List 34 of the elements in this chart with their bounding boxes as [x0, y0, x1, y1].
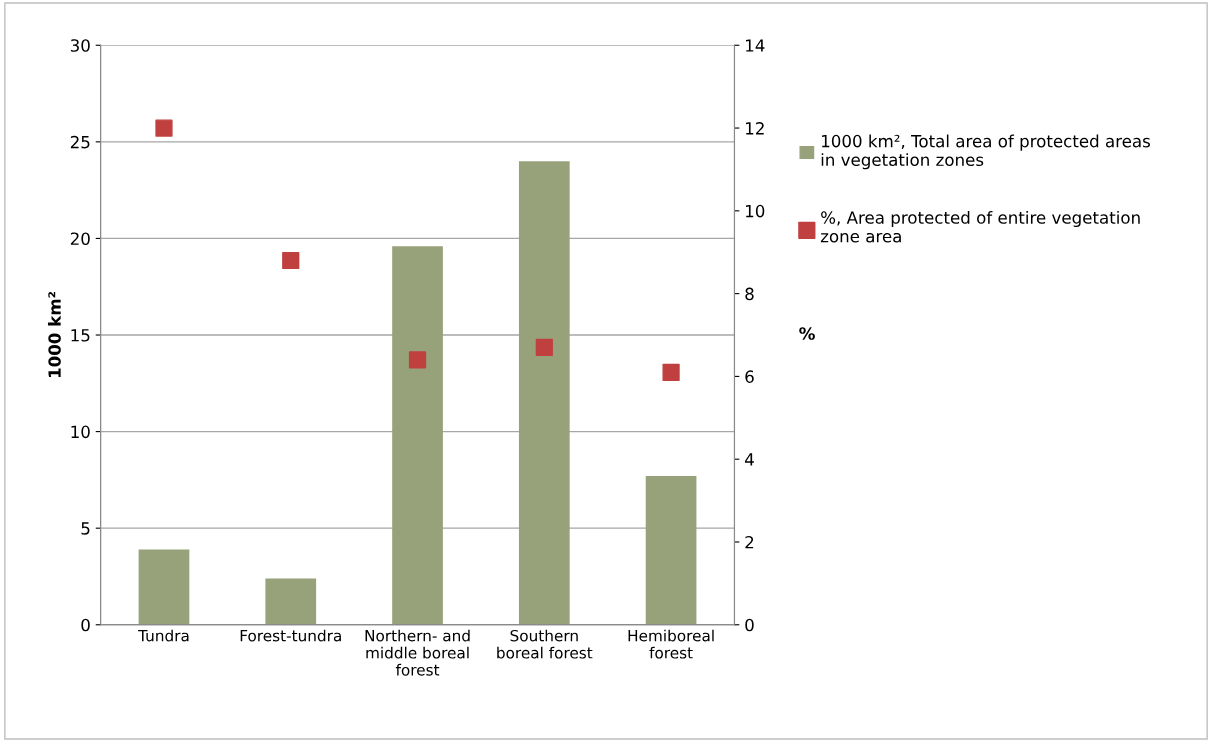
y2-tick-label: 10 [746, 204, 765, 218]
y-tick-label: 25 [70, 135, 90, 149]
y2-tick-label: 14 [746, 39, 765, 52]
y-axis-title: 1000 km² [47, 291, 61, 378]
x-tick-label: Tundra [138, 629, 189, 642]
x-tick-label: Southern boreal forest [497, 629, 593, 659]
point [535, 338, 553, 357]
y2-tick-label: 4 [745, 453, 754, 466]
legend-label: 1000 km², Total area of protected areas in vegetation zones [821, 134, 1150, 170]
y-tick-label: 20 [70, 232, 90, 245]
bar [645, 476, 697, 625]
point [662, 363, 680, 381]
y2-axis-title: % [799, 327, 815, 340]
x-tick-label: Northern- and middle boreal forest [365, 629, 470, 676]
point [408, 351, 427, 369]
y2-tick-label: 2 [745, 535, 754, 549]
y-tick-label: 0 [81, 618, 90, 632]
x-tick-label: Hemiboreal forest [628, 629, 714, 659]
y-tick-label: 5 [81, 522, 90, 535]
y2-tick-label: 12 [746, 122, 764, 135]
point [282, 251, 300, 270]
bar [138, 549, 190, 625]
y-tick-label: 30 [70, 39, 90, 52]
y2-tick-label: 0 [745, 618, 754, 632]
bar [518, 161, 570, 625]
legend-label: %, Area protected of entire vegetation zone area [820, 210, 1140, 243]
bar [265, 578, 317, 625]
x-tick-label: Forest-tundra [240, 629, 341, 642]
y-tick-label: 15 [71, 329, 90, 342]
point [155, 119, 173, 137]
y2-tick-label: 8 [745, 287, 754, 301]
y-tick-label: 10 [71, 425, 90, 439]
y2-tick-label: 6 [745, 370, 754, 383]
bar [392, 246, 443, 625]
